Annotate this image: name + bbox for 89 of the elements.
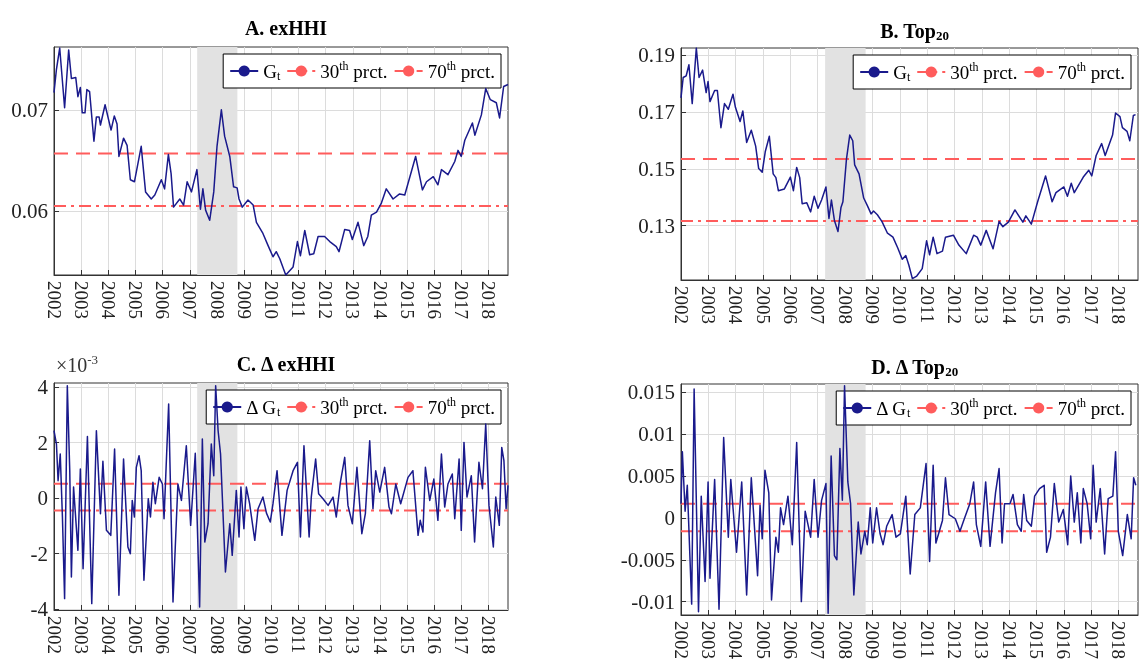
x-tick-label: 2014 xyxy=(369,616,391,655)
x-tick-label: 2016 xyxy=(1053,286,1075,324)
x-tick-label: 2016 xyxy=(423,281,445,319)
chart-title: A. exHHI xyxy=(244,17,328,39)
x-tick-label: 2013 xyxy=(342,616,364,654)
x-tick-label: 2010 xyxy=(260,281,282,319)
x-tick-label: 2003 xyxy=(697,286,719,324)
x-tick-label: 2009 xyxy=(861,286,883,324)
chart-title: C. Δ exHHI xyxy=(236,353,336,375)
y-tick-label: 0.06 xyxy=(11,199,48,224)
x-tick-label: 2018 xyxy=(1108,286,1130,324)
x-tick-label: 2005 xyxy=(125,281,147,319)
x-tick-label: 2009 xyxy=(233,281,255,319)
x-tick-label: 2002 xyxy=(670,286,692,324)
x-tick-label: 2017 xyxy=(1080,286,1102,324)
x-tick-label: 2008 xyxy=(206,616,228,654)
x-tick-label: 2013 xyxy=(971,621,993,659)
x-tick-label: 2007 xyxy=(807,621,829,659)
x-tick-label: 2017 xyxy=(451,281,473,319)
line-series xyxy=(680,384,1137,615)
x-tick-label: 2011 xyxy=(916,286,938,324)
x-tick-label: 2009 xyxy=(861,621,883,659)
x-tick-label: 2004 xyxy=(97,281,119,320)
x-tick-label: 2009 xyxy=(233,616,255,654)
x-tick-label: 2006 xyxy=(779,621,801,659)
x-tick-label: 2007 xyxy=(179,281,201,319)
y-tick-label: 0.01 xyxy=(638,422,675,447)
x-tick-label: 2016 xyxy=(423,616,445,654)
x-tick-label: 2012 xyxy=(315,281,337,319)
y-tick-label: -0.01 xyxy=(631,589,675,614)
x-tick-label: 2007 xyxy=(179,616,201,654)
x-tick-label: 2015 xyxy=(1026,621,1048,659)
line-series xyxy=(53,385,509,608)
x-tick-label: 2013 xyxy=(971,286,993,324)
y-tick-label: 0.19 xyxy=(638,43,675,68)
x-tick-label: 2018 xyxy=(1108,621,1130,659)
x-tick-label: 2011 xyxy=(916,621,938,659)
line-series xyxy=(680,47,1137,280)
x-tick-label: 2015 xyxy=(396,616,418,654)
x-tick-label: 2013 xyxy=(342,281,364,319)
x-tick-label: 2012 xyxy=(943,621,965,659)
x-tick-label: 2010 xyxy=(260,616,282,654)
x-tick-label: 2004 xyxy=(725,621,747,660)
y-tick-label: -0.005 xyxy=(620,547,675,572)
x-tick-label: 2015 xyxy=(1026,286,1048,324)
x-tick-label: 2002 xyxy=(43,281,65,319)
x-tick-label: 2012 xyxy=(943,286,965,324)
x-tick-label: 2008 xyxy=(206,281,228,319)
x-tick-label: 2006 xyxy=(152,281,174,319)
x-tick-label: 2007 xyxy=(807,286,829,324)
x-tick-label: 2017 xyxy=(451,616,473,654)
x-tick-label: 2010 xyxy=(889,621,911,659)
y-tick-label: 0.17 xyxy=(638,100,675,125)
x-tick-label: 2005 xyxy=(125,616,147,654)
y-tick-label: 0.13 xyxy=(638,213,675,238)
y-tick-label: 2 xyxy=(37,430,48,455)
y-tick-label: -2 xyxy=(30,541,48,566)
x-tick-label: 2014 xyxy=(998,621,1020,660)
x-tick-label: 2011 xyxy=(288,616,310,654)
x-tick-label: 2015 xyxy=(396,281,418,319)
y-tick-label: 0.07 xyxy=(11,97,48,122)
x-tick-label: 2003 xyxy=(70,616,92,654)
y-tick-label: 0.005 xyxy=(627,464,675,489)
x-tick-label: 2006 xyxy=(779,286,801,324)
x-tick-label: 2002 xyxy=(670,621,692,659)
y-tick-label: 0.015 xyxy=(627,380,675,405)
x-tick-label: 2012 xyxy=(315,616,337,654)
x-tick-label: 2018 xyxy=(478,616,500,654)
y-tick-label: 0.15 xyxy=(638,156,675,181)
x-tick-label: 2004 xyxy=(97,616,119,655)
y-tick-label: 0 xyxy=(664,505,675,530)
x-tick-label: 2016 xyxy=(1053,621,1075,659)
x-tick-label: 2004 xyxy=(725,286,747,325)
y-tick-label: 4 xyxy=(37,375,49,400)
x-tick-label: 2014 xyxy=(369,281,391,320)
x-tick-label: 2005 xyxy=(752,621,774,659)
x-tick-label: 2008 xyxy=(834,621,856,659)
x-tick-label: 2010 xyxy=(889,286,911,324)
line-series xyxy=(53,47,509,276)
x-tick-label: 2008 xyxy=(834,286,856,324)
x-tick-label: 2011 xyxy=(288,281,310,319)
x-tick-label: 2014 xyxy=(998,286,1020,325)
x-tick-label: 2006 xyxy=(152,616,174,654)
y-tick-label: 0 xyxy=(37,486,48,511)
x-tick-label: 2005 xyxy=(752,286,774,324)
x-tick-label: 2018 xyxy=(478,281,500,319)
x-tick-label: 2017 xyxy=(1080,621,1102,659)
x-tick-label: 2003 xyxy=(70,281,92,319)
x-tick-label: 2003 xyxy=(697,621,719,659)
